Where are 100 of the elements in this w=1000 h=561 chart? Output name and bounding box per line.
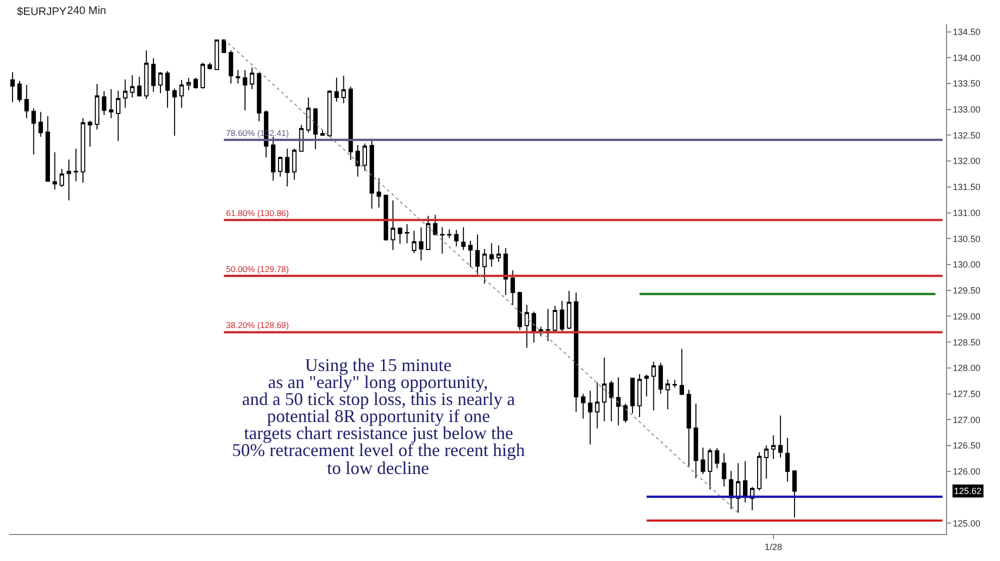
candlestick	[764, 445, 769, 480]
candlestick	[708, 448, 712, 490]
candlestick	[390, 200, 396, 251]
candlestick	[778, 415, 783, 458]
y-tick-label: 128.00	[952, 363, 980, 374]
candlestick	[341, 75, 346, 104]
candlestick	[792, 470, 797, 518]
chart-title: $EURJPY	[17, 6, 68, 18]
candlestick	[552, 305, 558, 333]
candlestick	[637, 374, 642, 418]
candlestick	[362, 142, 367, 172]
y-tick-label: 134.50	[952, 26, 980, 37]
candlestick	[672, 379, 677, 388]
candlestick	[714, 448, 720, 469]
candlestick	[510, 270, 515, 306]
candlestick	[595, 382, 600, 429]
candlestick	[306, 96, 311, 134]
y-tick-label: 130.00	[952, 260, 980, 270]
candlestick	[785, 437, 790, 482]
series-label: 61.80% (130.86)	[226, 208, 290, 218]
candlestick	[88, 120, 92, 148]
annotation: Using the 15 minute as an "early" long opportunity, and a 50 tick stop loss, this is nearly a potential 8R opportunity if one targets chart resistance just below the 50% retracement level of the recent high to low decline	[232, 355, 525, 478]
candlestick	[651, 361, 656, 411]
candlestick	[158, 72, 163, 94]
candlestick	[447, 228, 452, 239]
y-tick-label: 132.50	[952, 130, 980, 140]
candlestick	[250, 66, 254, 90]
candlestick	[418, 226, 424, 261]
candlestick	[102, 90, 106, 116]
candlestick	[574, 292, 578, 412]
y-tick-label: 134.00	[952, 52, 980, 63]
candlestick	[80, 118, 86, 184]
candlestick	[370, 138, 374, 210]
candlestick	[609, 380, 614, 422]
chart-subtitle: 240 Min	[67, 5, 106, 17]
candlestick	[74, 148, 78, 182]
candlestick	[461, 226, 466, 251]
candlestick	[532, 311, 536, 344]
y-tick-label: 127.50	[952, 388, 980, 399]
candlestick	[771, 434, 776, 460]
candlestick	[66, 159, 72, 201]
y-tick-label: 129.00	[952, 311, 980, 322]
candlestick	[700, 447, 706, 474]
candlestick	[24, 84, 29, 119]
candlestick	[680, 348, 684, 396]
candlestick	[292, 148, 297, 180]
candlestick	[222, 38, 226, 54]
candlestick	[186, 77, 191, 91]
candlestick	[179, 79, 184, 108]
candlestick	[31, 108, 36, 155]
candlestick	[482, 248, 487, 284]
y-tick-label: 133.00	[952, 104, 980, 114]
candlestick	[123, 78, 128, 108]
y-tick-label: 133.50	[952, 78, 980, 89]
candlestick	[384, 194, 388, 242]
candlestick	[299, 124, 304, 152]
candlestick	[313, 108, 318, 150]
candlestick	[468, 240, 473, 268]
candlestick	[665, 378, 670, 410]
candlestick	[60, 168, 64, 188]
x-tick-label: 1/28	[764, 542, 782, 552]
candlestick	[454, 229, 459, 247]
candlestick	[412, 230, 416, 254]
candlestick	[616, 376, 621, 426]
y-tick-label: 131.00	[952, 208, 980, 218]
candlestick	[208, 62, 212, 70]
candlestick	[566, 290, 572, 330]
candlestick	[228, 50, 234, 84]
candlestick	[172, 88, 177, 136]
candlestick	[426, 215, 430, 250]
candlestick	[137, 76, 142, 97]
candlestick	[475, 234, 480, 275]
candlestick	[658, 362, 663, 394]
candlestick	[722, 452, 726, 487]
candlestick	[327, 90, 332, 138]
candlestick	[757, 452, 762, 492]
text: 125.62	[954, 486, 982, 496]
candlestick	[694, 403, 698, 479]
candlestick	[580, 393, 586, 420]
y-tick-label: 132.00	[952, 156, 980, 166]
candlestick	[404, 224, 410, 244]
candlestick	[10, 72, 15, 103]
candlestick	[165, 70, 170, 108]
y-tick-label: 128.50	[952, 337, 980, 348]
candlestick	[17, 80, 22, 103]
candlestick	[38, 111, 43, 138]
candlestick	[334, 77, 339, 102]
candlestick	[130, 74, 135, 98]
candlestick	[630, 377, 635, 414]
candlestick	[200, 62, 205, 90]
y-tick-label: 127.00	[952, 414, 980, 425]
candlestick	[742, 460, 748, 503]
y-tick-label: 130.50	[952, 234, 980, 244]
line-series	[223, 38, 739, 514]
candlestick	[348, 86, 353, 161]
y-tick-label: 126.50	[952, 440, 980, 451]
candlestick	[588, 390, 592, 446]
candlestick	[151, 58, 156, 92]
candlestick	[623, 403, 628, 424]
candlestick	[686, 389, 692, 467]
